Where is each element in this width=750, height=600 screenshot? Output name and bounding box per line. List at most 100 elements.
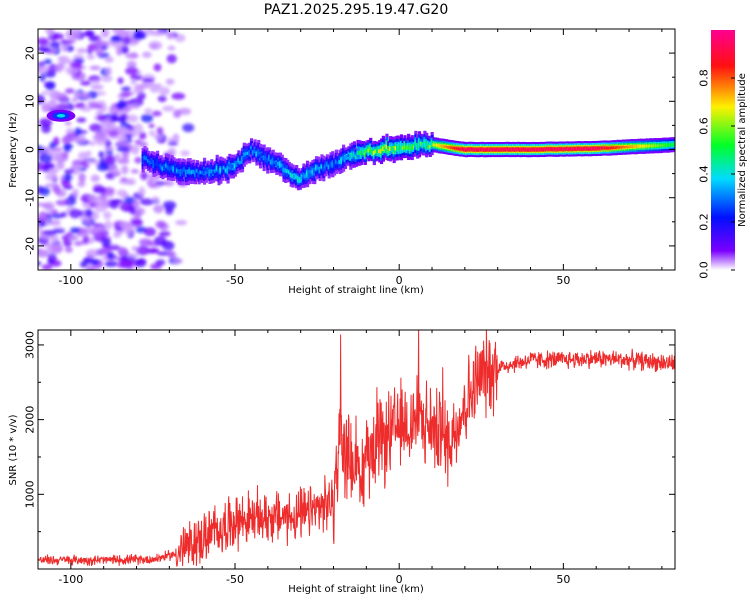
- noise-blob: [108, 130, 119, 136]
- noise-blob: [182, 123, 195, 133]
- noise-blob: [55, 199, 70, 206]
- ridge-cell: [452, 146, 456, 150]
- noise-blob: [49, 152, 61, 162]
- ridge-cell: [253, 148, 257, 152]
- noise-blob: [130, 169, 139, 174]
- ridge-cell: [556, 147, 561, 151]
- noise-blob: [126, 114, 139, 123]
- ridge-cell: [262, 155, 266, 161]
- ridge-cell: [367, 148, 371, 153]
- ridge-cell: [468, 148, 472, 151]
- ridge-cell: [408, 146, 413, 151]
- ridge-cell: [193, 171, 198, 176]
- ridge-blob: [56, 114, 66, 118]
- ridge-cell: [333, 163, 337, 168]
- ridge-cell: [412, 145, 416, 149]
- noise-blob: [120, 91, 132, 97]
- ridge-cell: [605, 146, 609, 150]
- noise-blob: [104, 139, 112, 148]
- noise-blob: [153, 134, 163, 140]
- ridge-cell: [163, 165, 167, 170]
- ridge-cell: [614, 146, 618, 150]
- noise-blob: [157, 95, 167, 103]
- noise-blob: [87, 43, 99, 51]
- noise-blob: [126, 124, 135, 131]
- noise-blob: [138, 131, 147, 140]
- noise-blob: [79, 216, 91, 221]
- snr-x-label: Height of straight line (km): [288, 584, 424, 595]
- ridge-cell: [175, 168, 180, 173]
- noise-blob: [85, 225, 93, 236]
- ridge-cell: [387, 149, 391, 153]
- noise-blob: [144, 108, 153, 114]
- ridge-cell: [658, 144, 662, 147]
- ridge-cell: [374, 149, 378, 154]
- ridge-cell: [464, 148, 469, 152]
- ridge-cell: [594, 147, 599, 150]
- ridge-cell: [302, 173, 306, 178]
- ridge-cell: [455, 147, 460, 150]
- ridge-cell: [221, 167, 225, 172]
- ridge-cell: [318, 168, 322, 173]
- ridge-cell: [327, 165, 331, 170]
- noise-blob: [50, 233, 59, 244]
- ridge-cell: [336, 161, 340, 165]
- ridge-cell: [627, 145, 631, 149]
- ridge-cell: [625, 145, 629, 149]
- noise-blob: [89, 65, 101, 71]
- noise-blob: [151, 110, 162, 117]
- noise-blob: [120, 259, 135, 269]
- ridge-cell: [148, 160, 152, 165]
- noise-blob: [70, 97, 78, 103]
- noise-blob: [79, 80, 92, 86]
- noise-blob: [76, 48, 88, 54]
- ridge-cell: [547, 147, 552, 151]
- ridge-cell: [370, 150, 375, 154]
- ridge-cell: [643, 144, 647, 148]
- noise-blob: [47, 29, 54, 37]
- noise-blob: [88, 141, 97, 146]
- ridge-cell: [569, 147, 573, 151]
- ridge-cell: [295, 174, 299, 179]
- ridge-cell: [654, 144, 658, 147]
- noise-blob: [133, 29, 143, 39]
- ridge-cell: [249, 146, 254, 150]
- snr-panel: -100 -50 0 50 1000 2000 3000 Height of straig…: [8, 329, 676, 595]
- noise-blob: [129, 205, 136, 215]
- noise-blob: [90, 84, 104, 90]
- ridge-cell: [150, 159, 154, 163]
- noise-blob: [88, 35, 98, 43]
- noise-blob: [171, 92, 186, 100]
- noise-blob: [63, 169, 75, 174]
- y-tick-label: 20: [24, 46, 37, 60]
- ridge-cell: [322, 166, 326, 171]
- snr-series-line: [38, 330, 675, 567]
- ridge-cell: [667, 143, 671, 147]
- ridge-cell: [508, 148, 512, 151]
- ridge-cell: [621, 145, 626, 149]
- ridge-cell: [432, 143, 436, 147]
- colorbar-ticks: 0.0 0.2 0.4 0.6 0.8: [698, 69, 735, 279]
- colorbar-gradient: [711, 30, 735, 270]
- noise-blob: [54, 186, 62, 196]
- ridge-cell: [316, 165, 320, 170]
- ridge-cell: [378, 149, 382, 154]
- ridge-cell: [300, 176, 304, 180]
- ridge-cell: [298, 178, 302, 182]
- ridge-cell: [475, 148, 479, 151]
- ridge-cell: [481, 148, 485, 151]
- noise-blob: [92, 186, 107, 194]
- ridge-cell: [598, 147, 602, 150]
- x-tick-label: 50: [556, 573, 570, 586]
- noise-blob: [70, 227, 80, 234]
- noise-blob: [45, 81, 56, 91]
- spectrogram-image: [38, 29, 675, 270]
- ridge-cell: [560, 147, 564, 151]
- ridge-cell: [486, 148, 490, 151]
- colorbar-tick-label: 0.0: [698, 261, 711, 279]
- ridge-cell: [435, 143, 440, 147]
- noise-blob: [51, 243, 64, 253]
- noise-blob: [90, 174, 100, 183]
- noise-blob: [49, 90, 61, 101]
- noise-blob: [153, 204, 164, 214]
